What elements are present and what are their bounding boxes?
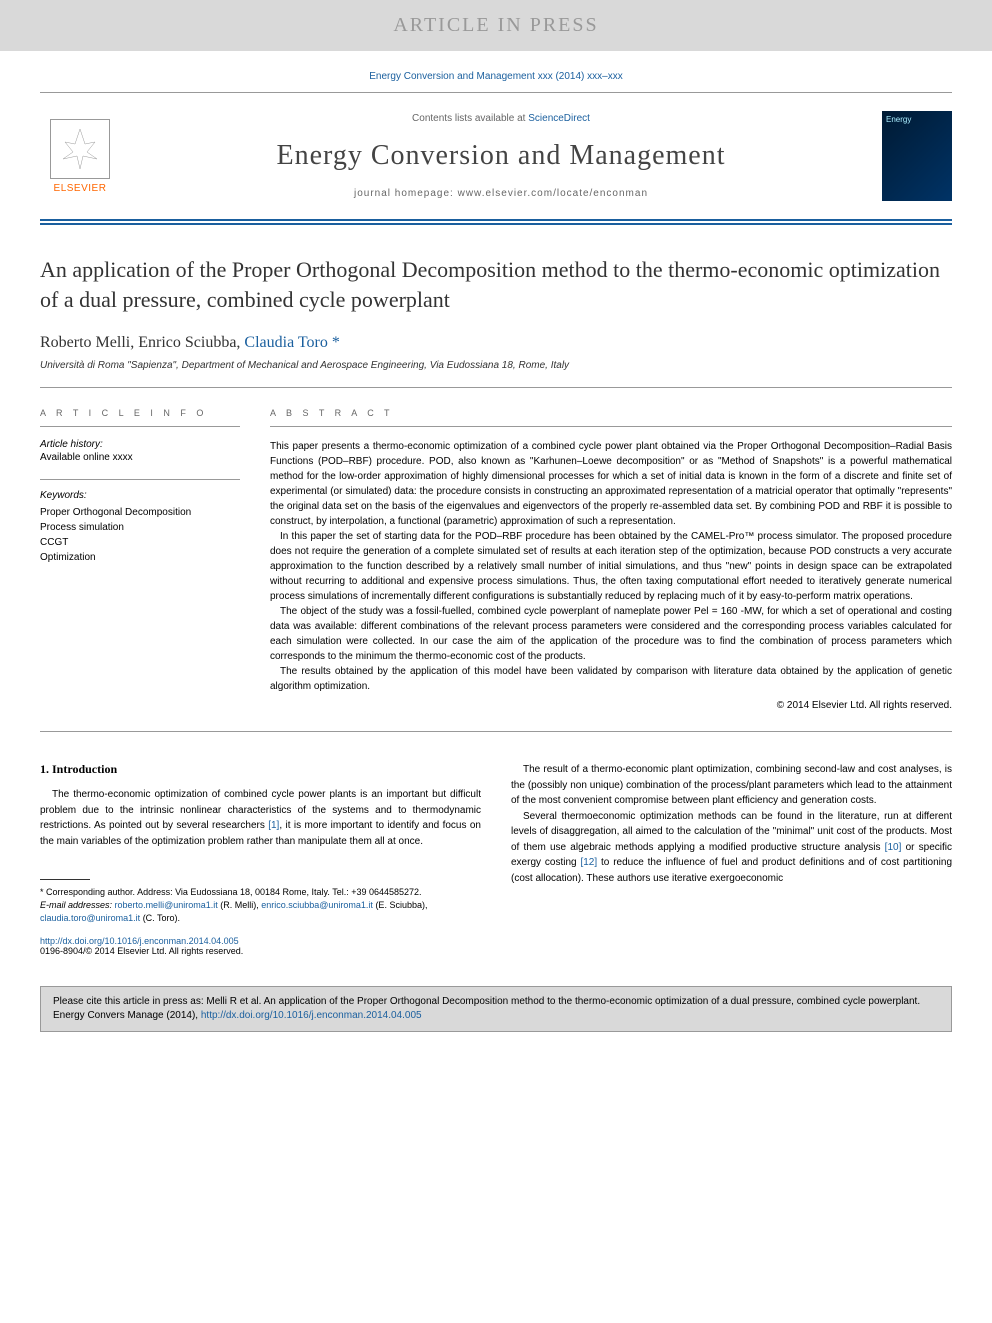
contents-label: Contents lists available at xyxy=(412,113,525,124)
abstract-p4: The results obtained by the application … xyxy=(270,664,952,694)
elsevier-logo: ELSEVIER xyxy=(40,111,120,201)
abstract-block: A B S T R A C T This paper presents a th… xyxy=(270,408,952,711)
article-in-press-banner: ARTICLE IN PRESS xyxy=(0,0,992,51)
ref-1-link[interactable]: [1] xyxy=(268,820,279,831)
contents-available-text: Contents lists available at ScienceDirec… xyxy=(120,113,882,124)
intro-right-p1: The result of a thermo-economic plant op… xyxy=(511,762,952,809)
elsevier-text: ELSEVIER xyxy=(54,183,107,194)
keyword-1: Proper Orthogonal Decomposition xyxy=(40,505,240,520)
email-1[interactable]: roberto.melli@uniroma1.it xyxy=(115,900,218,910)
email-2[interactable]: enrico.sciubba@uniroma1.it xyxy=(261,900,373,910)
keyword-4: Optimization xyxy=(40,550,240,565)
issn-line: 0196-8904/© 2014 Elsevier Ltd. All right… xyxy=(40,946,481,956)
abstract-p2: In this paper the set of starting data f… xyxy=(270,529,952,604)
email-3[interactable]: claudia.toro@uniroma1.it xyxy=(40,913,140,923)
email-footnote: E-mail addresses: roberto.melli@uniroma1… xyxy=(40,899,481,924)
abstract-p1: This paper presents a thermo-economic op… xyxy=(270,439,952,529)
journal-reference: Energy Conversion and Management xxx (20… xyxy=(0,71,992,82)
article-info-block: A R T I C L E I N F O Article history: A… xyxy=(40,408,240,711)
abstract-heading: A B S T R A C T xyxy=(270,408,952,427)
left-column: 1. Introduction The thermo-economic opti… xyxy=(40,762,481,956)
history-text: Available online xxxx xyxy=(40,452,240,463)
copyright-line: © 2014 Elsevier Ltd. All rights reserved… xyxy=(270,700,952,711)
citation-text: Please cite this article in press as: Me… xyxy=(53,996,920,1021)
body-columns: 1. Introduction The thermo-economic opti… xyxy=(40,762,952,956)
header-rule xyxy=(40,219,952,225)
journal-header-center: Contents lists available at ScienceDirec… xyxy=(120,113,882,199)
intro-heading: 1. Introduction xyxy=(40,762,481,777)
journal-homepage: journal homepage: www.elsevier.com/locat… xyxy=(120,188,882,199)
corresponding-footnote: * Corresponding author. Address: Via Eud… xyxy=(40,886,481,899)
doi-block: http://dx.doi.org/10.1016/j.enconman.201… xyxy=(40,936,481,956)
author-1: Roberto Melli xyxy=(40,334,130,351)
author-2: Enrico Sciubba xyxy=(138,334,236,351)
sciencedirect-link[interactable]: ScienceDirect xyxy=(528,113,590,124)
meta-abstract-row: A R T I C L E I N F O Article history: A… xyxy=(40,387,952,732)
ref-10-link[interactable]: [10] xyxy=(885,842,902,853)
email-2-name: (E. Sciubba), xyxy=(373,900,428,910)
ref-12-link[interactable]: [12] xyxy=(580,857,597,868)
journal-cover-thumbnail: Energy xyxy=(882,111,952,201)
affiliation: Università di Roma "Sapienza", Departmen… xyxy=(40,360,952,371)
intro-left-p1: The thermo-economic optimization of comb… xyxy=(40,787,481,849)
corresponding-mark: * xyxy=(332,334,340,351)
doi-link[interactable]: http://dx.doi.org/10.1016/j.enconman.201… xyxy=(40,936,481,946)
authors-line: Roberto Melli, Enrico Sciubba, Claudia T… xyxy=(40,334,952,352)
right-column: The result of a thermo-economic plant op… xyxy=(511,762,952,956)
history-label: Article history: xyxy=(40,439,240,450)
footnote-rule xyxy=(40,879,90,880)
abstract-p3: The object of the study was a fossil-fue… xyxy=(270,604,952,664)
article-info-heading: A R T I C L E I N F O xyxy=(40,408,240,427)
journal-name: Energy Conversion and Management xyxy=(120,140,882,172)
email-1-name: (R. Melli), xyxy=(218,900,262,910)
keywords-label: Keywords: xyxy=(40,479,240,501)
citation-box: Please cite this article in press as: Me… xyxy=(40,986,952,1032)
intro-right-p2: Several thermoeconomic optimization meth… xyxy=(511,809,952,887)
cover-title: Energy xyxy=(886,115,948,124)
elsevier-tree-icon xyxy=(50,119,110,179)
keyword-3: CCGT xyxy=(40,535,240,550)
article-title: An application of the Proper Orthogonal … xyxy=(40,255,952,314)
citation-doi-link[interactable]: http://dx.doi.org/10.1016/j.enconman.201… xyxy=(201,1010,422,1021)
keyword-2: Process simulation xyxy=(40,520,240,535)
email-label: E-mail addresses: xyxy=(40,900,112,910)
author-3-corresponding[interactable]: Claudia Toro xyxy=(244,334,327,351)
email-3-name: (C. Toro). xyxy=(140,913,180,923)
journal-header: ELSEVIER Contents lists available at Sci… xyxy=(40,92,952,219)
